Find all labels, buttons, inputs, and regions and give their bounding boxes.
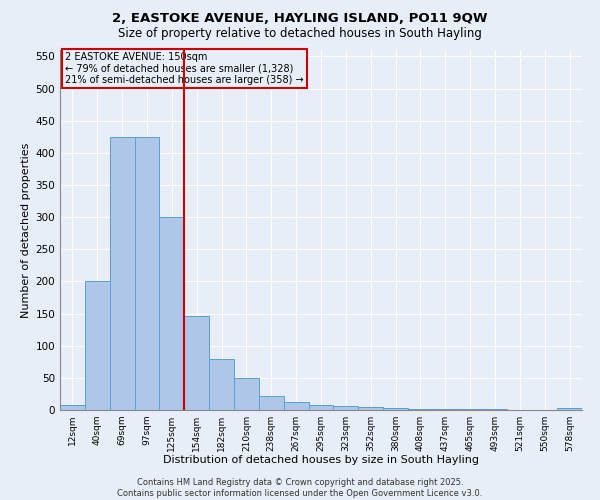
Bar xyxy=(408,408,433,410)
Text: 2, EASTOKE AVENUE, HAYLING ISLAND, PO11 9QW: 2, EASTOKE AVENUE, HAYLING ISLAND, PO11 … xyxy=(112,12,488,26)
Bar xyxy=(334,406,358,410)
X-axis label: Distribution of detached houses by size in South Hayling: Distribution of detached houses by size … xyxy=(163,456,479,466)
Bar xyxy=(308,405,334,410)
Bar xyxy=(134,137,160,410)
Bar xyxy=(557,408,582,410)
Bar xyxy=(383,408,408,410)
Bar xyxy=(184,316,209,410)
Text: Size of property relative to detached houses in South Hayling: Size of property relative to detached ho… xyxy=(118,28,482,40)
Bar xyxy=(160,217,184,410)
Bar xyxy=(60,405,85,410)
Text: 2 EASTOKE AVENUE: 150sqm
← 79% of detached houses are smaller (1,328)
21% of sem: 2 EASTOKE AVENUE: 150sqm ← 79% of detach… xyxy=(65,52,304,85)
Bar xyxy=(234,378,259,410)
Bar xyxy=(85,282,110,410)
Bar xyxy=(259,396,284,410)
Bar xyxy=(284,402,308,410)
Bar xyxy=(358,407,383,410)
Text: Contains HM Land Registry data © Crown copyright and database right 2025.
Contai: Contains HM Land Registry data © Crown c… xyxy=(118,478,482,498)
Bar xyxy=(209,358,234,410)
Y-axis label: Number of detached properties: Number of detached properties xyxy=(21,142,31,318)
Bar xyxy=(110,137,134,410)
